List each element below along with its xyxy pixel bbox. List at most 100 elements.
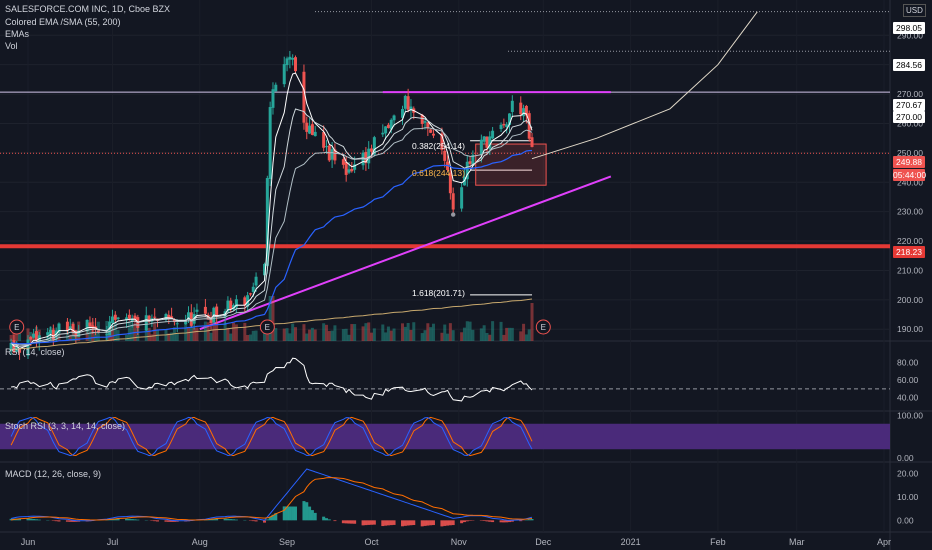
candle-body	[263, 263, 267, 276]
candle-body	[88, 322, 92, 327]
volume-bar	[125, 334, 129, 341]
volume-bar	[451, 330, 455, 341]
price-tick-label: 290.00	[897, 30, 923, 40]
ema-55-line	[11, 149, 533, 345]
candle-body	[246, 295, 250, 307]
volume-bar	[330, 330, 334, 341]
price-tick-label: 220.00	[897, 236, 923, 246]
stoch-k-line	[10, 416, 533, 457]
candle-body	[429, 129, 433, 133]
volume-bar	[488, 334, 492, 341]
volume-bar	[392, 328, 396, 341]
macd-tick-label: 0.00	[897, 515, 914, 525]
candle-body	[9, 342, 13, 352]
volume-bar	[386, 326, 390, 341]
volume-bar	[431, 323, 435, 341]
macd-histogram-bar	[431, 520, 435, 526]
volume-bar	[462, 327, 466, 341]
macd-histogram-bar	[508, 520, 511, 523]
candle-body	[330, 149, 334, 160]
macd-histogram-bar	[313, 512, 317, 521]
candle-body	[254, 276, 258, 286]
candle-body	[271, 89, 275, 108]
earnings-marker-label: E	[541, 323, 546, 332]
volume-bar	[305, 333, 309, 341]
rsi-tick-label: 60.00	[897, 375, 919, 385]
candle-body	[386, 124, 390, 128]
rsi-tick-label: 80.00	[897, 357, 919, 367]
macd-histogram-bar	[212, 518, 216, 521]
candle-body	[426, 122, 430, 129]
volume-bars	[9, 296, 534, 341]
candle-body	[127, 314, 131, 319]
volume-bar	[502, 334, 506, 341]
macd-histogram-bar	[226, 518, 230, 521]
macd-histogram-bar	[344, 520, 348, 524]
macd-histogram-bar	[446, 520, 450, 526]
volume-bar	[448, 323, 452, 341]
macd-tick-label: 10.00	[897, 492, 919, 502]
volume-bar	[184, 321, 188, 341]
volume-bar	[384, 332, 388, 341]
volume-bar	[482, 325, 486, 341]
macd-histogram-bar	[29, 518, 33, 521]
candle-body	[372, 137, 376, 155]
volume-bar	[308, 329, 312, 341]
ema-mid-line	[10, 108, 533, 347]
candle-body	[251, 286, 255, 292]
candle-body	[344, 162, 348, 175]
candle-body	[187, 312, 190, 320]
volume-bar	[288, 333, 292, 341]
macd-histogram-bar	[223, 518, 227, 521]
candle-body	[265, 178, 269, 266]
price-tick-label: 270.00	[897, 89, 923, 99]
candle-body	[409, 106, 413, 111]
currency-badge[interactable]: USD	[903, 4, 926, 17]
volume-bar	[333, 325, 337, 341]
volume-bar	[389, 330, 393, 341]
macd-histogram-bar	[167, 520, 171, 522]
price-tick-label: 230.00	[897, 207, 923, 217]
volume-bar	[302, 324, 306, 341]
stoch-rsi-title[interactable]: Stoch RSI (3, 3, 14, 14, close)	[5, 421, 126, 431]
demand-zone-box	[475, 143, 547, 186]
macd-histogram-bar	[499, 520, 503, 523]
candle-body	[49, 329, 53, 334]
volume-bar	[471, 329, 475, 341]
indicator-volume[interactable]: Vol	[5, 41, 18, 51]
volume-bar	[195, 327, 199, 341]
candle-body	[350, 168, 354, 172]
volume-bar	[282, 328, 286, 341]
macd-histogram-bar	[333, 520, 337, 522]
volume-bar	[251, 330, 255, 341]
candle-body	[184, 321, 188, 325]
indicator-emas[interactable]: EMAs	[5, 29, 30, 39]
candle-body	[77, 330, 81, 337]
macd-histogram-bar	[384, 520, 388, 526]
macd-histogram-bar	[234, 519, 238, 521]
candle-body	[133, 315, 137, 320]
macd-histogram-bar	[341, 520, 345, 524]
last-price-tag: 249.88	[893, 156, 925, 168]
macd-histogram-bar	[510, 520, 514, 522]
time-axis-label: Jul	[107, 537, 119, 547]
candle-body	[105, 334, 109, 336]
time-axis-label: Jun	[21, 537, 36, 547]
macd-histogram-bar	[34, 519, 38, 521]
macd-histogram-bar	[254, 520, 258, 522]
candle-body	[485, 136, 489, 148]
time-axis-label: Feb	[710, 537, 726, 547]
rsi-title[interactable]: RSI (14, close)	[5, 347, 65, 357]
candle-body	[522, 108, 526, 117]
candle-body	[465, 161, 469, 180]
candle-body	[29, 336, 33, 340]
candle-body	[85, 319, 89, 332]
candle-body	[333, 149, 337, 161]
stoch-tick-label: 100.00	[897, 410, 923, 420]
macd-title[interactable]: MACD (12, 26, close, 9)	[5, 469, 102, 479]
macd-histogram-bar	[429, 520, 433, 526]
indicator-ema-sma[interactable]: Colored EMA /SMA (55, 200)	[5, 17, 121, 27]
macd-histogram-bar	[386, 520, 390, 526]
volume-bar	[209, 332, 213, 341]
